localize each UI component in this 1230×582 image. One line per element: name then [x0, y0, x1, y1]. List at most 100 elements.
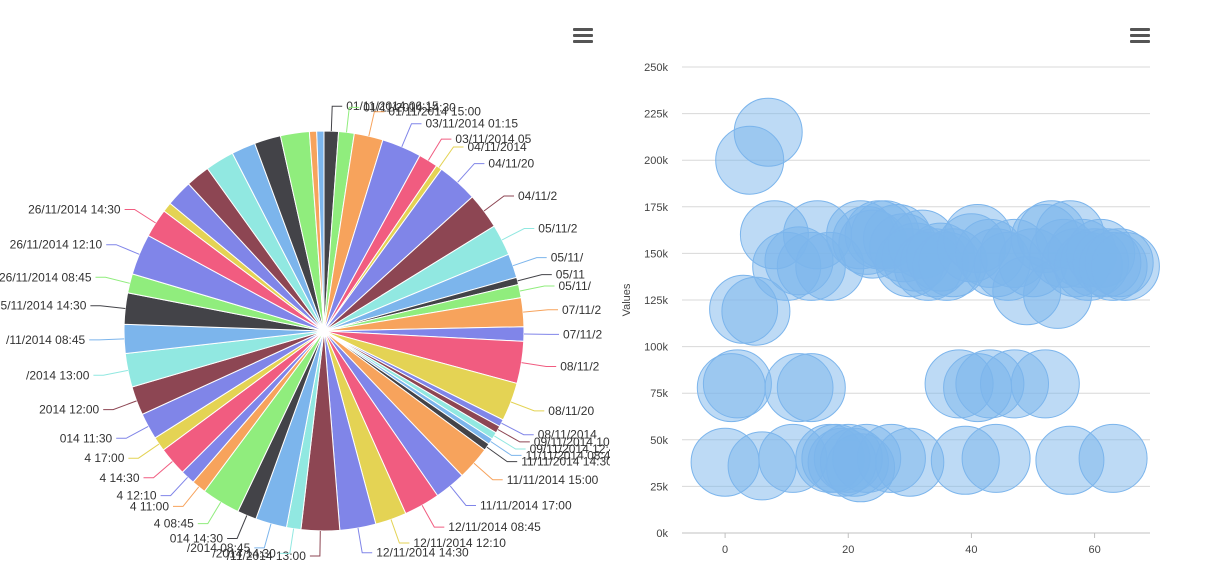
pie-connector: [519, 285, 555, 292]
pie-connector: [390, 519, 410, 544]
y-tick-label: 175k: [644, 202, 668, 214]
pie-connector: [490, 441, 522, 456]
y-tick-label: 25k: [650, 481, 668, 493]
bubble-point[interactable]: [776, 353, 846, 423]
pie-label: 11/11/2014 08:45: [526, 448, 611, 462]
pie-label: /11/2014 13:00: [227, 549, 307, 563]
y-tick-label: 50k: [650, 435, 668, 447]
y-tick-label: 200k: [644, 155, 668, 167]
pie-connector: [103, 400, 137, 411]
pie-connector: [128, 443, 160, 459]
pie-connector: [521, 362, 557, 367]
pie-connector: [501, 422, 534, 436]
pie-label: 2014 12:00: [39, 403, 99, 417]
pie-connector: [512, 257, 547, 267]
pie-connector: [93, 369, 128, 376]
bubble-point[interactable]: [1010, 349, 1080, 419]
pie-label: 03/11/2014 05: [455, 132, 531, 146]
pie-connector: [124, 209, 156, 224]
pie-label: 08/11/20: [548, 404, 594, 418]
y-tick-label: 250k: [644, 62, 668, 74]
pie-connector: [501, 228, 535, 241]
y-tick-label: 225k: [644, 109, 668, 121]
pie-connector: [401, 123, 422, 147]
pie-connector: [279, 528, 295, 554]
pie-label: 4 17:00: [84, 451, 124, 465]
x-tick-label: 0: [722, 544, 728, 556]
pie-label: 014 14:30: [170, 532, 224, 546]
pie-connector: [173, 486, 200, 507]
pie-connector: [346, 106, 360, 133]
pie-connector: [438, 146, 464, 168]
pie-connector: [523, 309, 558, 313]
y-tick-label: 75k: [650, 388, 668, 400]
pie-label: 25/11/2014 14:30: [0, 299, 87, 313]
pie-label: 12/11/2014 14:30: [376, 546, 469, 560]
y-tick-label: 125k: [644, 295, 668, 307]
pie-connector: [90, 305, 126, 309]
bubble-point[interactable]: [1078, 423, 1148, 493]
bubble-chart: 0k 25k 50k 75k 100k 125k 150k 175k 200k 225k 250k 0…: [621, 62, 1160, 556]
pie-label: 12/11/2014 08:45: [448, 520, 541, 534]
pie-label: 26/11/2014 14:30: [28, 203, 121, 217]
pie-label: 05/11/: [559, 279, 592, 293]
pie-label: 01/11/2014 15:00: [388, 105, 481, 119]
pie-label: 26/11/2014 08:45: [0, 270, 92, 284]
y-tick-label: 100k: [644, 342, 668, 354]
pie-label: 03/11/2014 01:15: [426, 117, 519, 131]
pie-connector: [227, 515, 248, 539]
pie-connector: [510, 401, 545, 412]
pie-label: 07/11/2: [563, 327, 602, 341]
pie-connector: [483, 195, 514, 212]
pie-label: /2014 08:45: [187, 541, 251, 555]
pie-connector: [421, 505, 445, 528]
pie-label: 12/11/2014 12:10: [413, 536, 506, 550]
pie-connector: [497, 429, 530, 443]
bubble-point[interactable]: [1090, 231, 1160, 301]
pie-label: 01/11/2014 06:15: [346, 99, 439, 113]
pie-connector: [143, 461, 173, 479]
pie-label: 08/11/2: [560, 360, 599, 374]
pie-label: 11/11/2014 14:30: [521, 455, 610, 469]
bubble-point[interactable]: [961, 423, 1031, 493]
pie-chart-menu-button[interactable]: [573, 28, 593, 44]
pie-connector: [95, 276, 130, 284]
pie-connector: [517, 274, 552, 282]
pie-connector: [368, 111, 385, 137]
pie-label: 11/11/2014 17:00: [480, 499, 572, 513]
bubble-point[interactable]: [702, 349, 772, 419]
x-tick-label: 60: [1088, 544, 1100, 556]
pie-connector: [89, 338, 125, 341]
pie-slice[interactable]: [316, 130, 325, 332]
pie-connector: [473, 462, 503, 481]
pie-label: 05/11: [556, 268, 585, 282]
bubble-chart-panel: 0k 25k 50k 75k 100k 125k 150k 175k 200k 225k 250k 0…: [610, 0, 1230, 582]
pie-connector: [106, 244, 140, 255]
pie-connector: [449, 485, 476, 506]
pie-connector: [160, 476, 188, 497]
pie-connector: [457, 163, 485, 183]
pie-label: 09/11/2014 10: [534, 435, 610, 449]
pie-label: 04/11/20: [488, 157, 534, 171]
bubble-point[interactable]: [733, 97, 803, 167]
pie-label: 07/11/2: [562, 303, 601, 317]
pie-label: 11/11/2014 15:00: [507, 473, 599, 487]
pie-connector: [309, 530, 321, 557]
pie-label: 05/11/2: [538, 222, 577, 236]
pie-label: /2014 13:00: [26, 368, 90, 382]
pie-label: 4 11:00: [130, 499, 169, 513]
pie-label: 4 08:45: [154, 517, 194, 531]
y-axis-title: Values: [621, 283, 633, 316]
bubble-chart-menu-button[interactable]: [1130, 28, 1150, 44]
pie-label: 08/11/2014: [538, 428, 597, 442]
pie-connector: [330, 105, 343, 132]
pie-chart-panel: 01/11/2014 06:15 01/11/2014 14:30 01/11/20…: [0, 0, 610, 582]
x-tick-label: 20: [842, 544, 854, 556]
pie-label: 04/11/2014: [468, 140, 527, 154]
pie-connector: [357, 528, 373, 554]
pie-label: 04/11/2: [518, 189, 557, 203]
pie-label: /2014 14:30: [212, 546, 276, 560]
pie-label: 09/11/2014 12:45: [530, 442, 610, 456]
pie-connector: [427, 138, 452, 161]
